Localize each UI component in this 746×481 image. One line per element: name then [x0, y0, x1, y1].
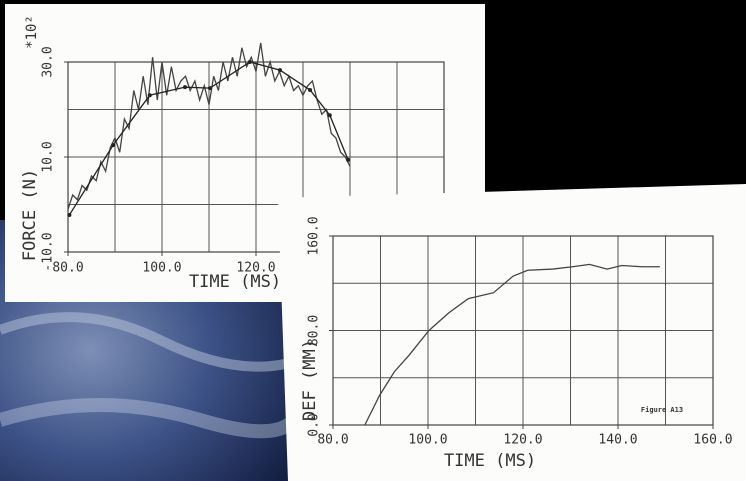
y-axis-title: FORCE (N)	[20, 169, 40, 261]
data-point	[207, 86, 212, 91]
cloud-streak	[0, 312, 302, 372]
data-line	[67, 42, 351, 210]
y-tick-label: 0.0	[307, 413, 322, 436]
data-point	[346, 157, 351, 162]
data-point	[111, 143, 116, 148]
x-tick-label: 120.0	[503, 433, 542, 448]
data-point	[327, 113, 332, 118]
y-tick-label: 10.0	[41, 141, 56, 172]
x-axis-title: TIME (MS)	[444, 451, 536, 471]
y-tick-label: 30.0	[41, 46, 56, 77]
data-point	[277, 68, 282, 73]
x-tick-label: 100.0	[408, 433, 447, 448]
y-tick-label: 80.0	[307, 315, 322, 346]
x-tick-label: 80.0	[317, 433, 348, 448]
x-tick-label: 160.0	[693, 433, 732, 448]
y-tick-label: -10.0	[41, 232, 56, 271]
data-point	[247, 60, 252, 64]
x-tick-label: 100.0	[142, 261, 181, 276]
y-tick-label: 160.0	[307, 216, 322, 255]
data-point	[147, 93, 152, 98]
axis-multiplier: *10²	[24, 15, 40, 49]
data-point	[67, 212, 72, 217]
chart-panel: 80.0 100.0 120.0 140.0 160.00.080.0160.0DEF …	[278, 184, 746, 481]
x-tick-label: 120.0	[236, 261, 275, 276]
data-line	[68, 61, 349, 216]
figure-label: Figure A13	[641, 406, 683, 414]
x-tick-label: 80.0	[52, 261, 83, 276]
x-tick-label: 140.0	[598, 433, 637, 448]
data-point	[308, 88, 313, 93]
data-line	[364, 263, 660, 426]
y-axis-title: DEF (MM)	[300, 339, 320, 421]
paper	[278, 184, 746, 481]
data-point	[183, 85, 188, 90]
x-axis-title: TIME (MS)	[189, 272, 281, 292]
